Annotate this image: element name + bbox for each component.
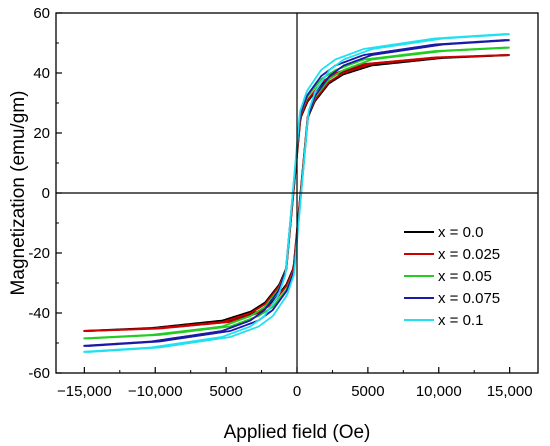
x-tick-label: 15,000 (487, 383, 533, 400)
x-tick-label: 10,000 (416, 383, 462, 400)
series-line (83, 54, 510, 332)
legend-label: x = 0.075 (438, 290, 500, 307)
x-tick-labels: −15,000 −10,000 5000 0 5000 10,000 15,000 (57, 383, 533, 400)
legend: x = 0.0 x = 0.025 x = 0.05 x = 0.075 x = 0.1 (404, 224, 500, 329)
y-tick-label: -20 (28, 245, 50, 262)
series-line (83, 39, 510, 347)
y-tick-label: 60 (33, 5, 50, 22)
series-line (83, 33, 510, 353)
y-tick-label: 40 (33, 65, 50, 82)
y-tick-label: 0 (42, 185, 50, 202)
legend-label: x = 0.1 (438, 312, 483, 329)
x-tick-label: 0 (293, 383, 301, 400)
legend-label: x = 0.05 (438, 268, 492, 285)
x-axis-title: Applied field (Oe) (224, 422, 371, 443)
y-tick-label: -60 (28, 365, 50, 382)
y-axis-title: Magnetization (emu/gm) (8, 91, 29, 296)
tick-marks (56, 12, 511, 374)
x-tick-label: −10,000 (128, 383, 183, 400)
y-tick-label: 20 (33, 125, 50, 142)
legend-label: x = 0.025 (438, 246, 500, 263)
legend-label: x = 0.0 (438, 224, 483, 241)
y-tick-labels: -60 -40 -20 0 20 40 60 (28, 5, 50, 382)
x-tick-label: −15,000 (57, 383, 112, 400)
curves-layer (83, 33, 510, 353)
zero-axis-lines (56, 13, 538, 373)
x-tick-label: 5000 (209, 383, 242, 400)
x-tick-label: 5000 (351, 383, 384, 400)
y-tick-label: -40 (28, 305, 50, 322)
series-line (83, 46, 510, 340)
